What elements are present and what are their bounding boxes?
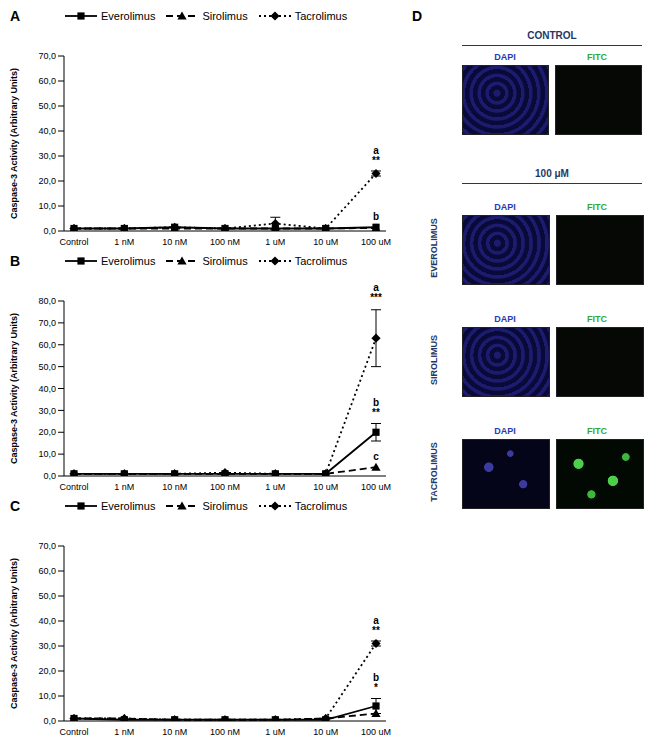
html-text:FITC: FITC xyxy=(587,52,607,62)
svg-text:a: a xyxy=(373,144,379,156)
svg-text:40,0: 40,0 xyxy=(38,384,56,394)
svg-text:1 uM: 1 uM xyxy=(265,727,285,737)
svg-text:10 nM: 10 nM xyxy=(162,482,187,492)
svg-text:10,0: 10,0 xyxy=(38,201,56,211)
svg-text:**: ** xyxy=(372,625,380,636)
svg-text:1 uM: 1 uM xyxy=(265,237,285,247)
svg-text:Control: Control xyxy=(59,237,88,247)
svg-text:10 uM: 10 uM xyxy=(313,237,338,247)
html-text:Tacrolimus: Tacrolimus xyxy=(294,500,348,512)
svg-text:70,0: 70,0 xyxy=(38,318,56,328)
svg-text:*: * xyxy=(374,682,378,693)
svg-text:10 uM: 10 uM xyxy=(313,482,338,492)
svg-text:70,0: 70,0 xyxy=(38,51,56,61)
svg-text:50,0: 50,0 xyxy=(38,591,56,601)
svg-text:a: a xyxy=(373,614,379,626)
svg-text:1 nM: 1 nM xyxy=(114,482,134,492)
html-text:FITC: FITC xyxy=(587,313,607,324)
svg-text:40,0: 40,0 xyxy=(38,616,56,626)
svg-text:30,0: 30,0 xyxy=(38,151,56,161)
svg-text:100 uM: 100 uM xyxy=(361,482,391,492)
svg-text:30,0: 30,0 xyxy=(38,641,56,651)
svg-text:Control: Control xyxy=(59,482,88,492)
html-text:SIROLIMUS: SIROLIMUS xyxy=(429,335,439,385)
svg-text:**: ** xyxy=(372,407,380,418)
html-text:B: B xyxy=(10,253,21,269)
svg-text:20,0: 20,0 xyxy=(38,176,56,186)
svg-text:b: b xyxy=(372,396,380,408)
html-text:Everolimus: Everolimus xyxy=(101,255,156,267)
html-text:C: C xyxy=(10,498,21,514)
svg-text:100 uM: 100 uM xyxy=(361,237,391,247)
svg-text:20,0: 20,0 xyxy=(38,666,56,676)
html-text:Tacrolimus: Tacrolimus xyxy=(294,255,348,267)
svg-text:Control: Control xyxy=(59,727,88,737)
svg-text:Caspase-3 Activity (Arbitrary: Caspase-3 Activity (Arbitrary Units) xyxy=(9,313,19,464)
svg-text:b: b xyxy=(372,672,380,683)
svg-text:30,0: 30,0 xyxy=(38,406,56,416)
html-text:CONTROL: CONTROL xyxy=(527,30,577,41)
html-text:Everolimus: Everolimus xyxy=(101,500,156,512)
svg-text:70,0: 70,0 xyxy=(38,541,56,551)
svg-text:60,0: 60,0 xyxy=(38,76,56,86)
svg-text:50,0: 50,0 xyxy=(38,362,56,372)
svg-text:100 nM: 100 nM xyxy=(210,727,240,737)
html-text:100 μM: 100 μM xyxy=(535,168,569,179)
svg-text:b: b xyxy=(373,211,379,222)
html-text:DAPI: DAPI xyxy=(494,425,516,436)
svg-text:100 uM: 100 uM xyxy=(361,727,391,737)
svg-text:10,0: 10,0 xyxy=(38,691,56,701)
svg-text:40,0: 40,0 xyxy=(38,126,56,136)
html-text:Everolimus: Everolimus xyxy=(101,10,156,22)
html-text:EVEROLIMUS: EVEROLIMUS xyxy=(429,218,439,278)
html-text:FITC: FITC xyxy=(587,425,607,436)
svg-text:80,0: 80,0 xyxy=(38,296,56,306)
svg-text:60,0: 60,0 xyxy=(38,566,56,576)
html-text:Tacrolimus: Tacrolimus xyxy=(294,10,348,22)
svg-text:***: *** xyxy=(370,292,382,303)
svg-text:1 nM: 1 nM xyxy=(114,727,134,737)
svg-text:1 nM: 1 nM xyxy=(114,237,134,247)
html-text:FITC: FITC xyxy=(587,201,607,212)
svg-text:Caspase-3 Activity (Arbitrary: Caspase-3 Activity (Arbitrary Units) xyxy=(9,68,19,219)
svg-text:100 nM: 100 nM xyxy=(210,237,240,247)
html-text:A: A xyxy=(10,8,21,24)
svg-text:10 nM: 10 nM xyxy=(162,237,187,247)
svg-text:**: ** xyxy=(372,155,380,166)
svg-text:50,0: 50,0 xyxy=(38,101,56,111)
html-text:DAPI: DAPI xyxy=(494,313,516,324)
html-text:Sirolimus: Sirolimus xyxy=(202,255,248,267)
svg-text:10 nM: 10 nM xyxy=(162,727,187,737)
html-text:DAPI: DAPI xyxy=(494,201,516,212)
html-text:DAPI: DAPI xyxy=(494,52,516,62)
svg-text:20,0: 20,0 xyxy=(38,427,56,437)
svg-text:60,0: 60,0 xyxy=(38,340,56,350)
html-text:TACROLIMUS: TACROLIMUS xyxy=(429,442,439,502)
svg-text:0,0: 0,0 xyxy=(43,471,56,481)
svg-text:10,0: 10,0 xyxy=(38,449,56,459)
svg-text:Caspase-3 Activity (Arbitrary: Caspase-3 Activity (Arbitrary Units) xyxy=(9,558,19,709)
svg-text:0,0: 0,0 xyxy=(43,226,56,236)
html-text:D: D xyxy=(412,8,423,24)
svg-text:a: a xyxy=(373,281,379,293)
html-text:Sirolimus: Sirolimus xyxy=(202,10,248,22)
svg-text:c: c xyxy=(373,451,379,462)
svg-text:10 uM: 10 uM xyxy=(313,727,338,737)
svg-text:100 nM: 100 nM xyxy=(210,482,240,492)
svg-text:0,0: 0,0 xyxy=(43,716,56,726)
html-text:Sirolimus: Sirolimus xyxy=(202,500,248,512)
svg-text:1 uM: 1 uM xyxy=(265,482,285,492)
